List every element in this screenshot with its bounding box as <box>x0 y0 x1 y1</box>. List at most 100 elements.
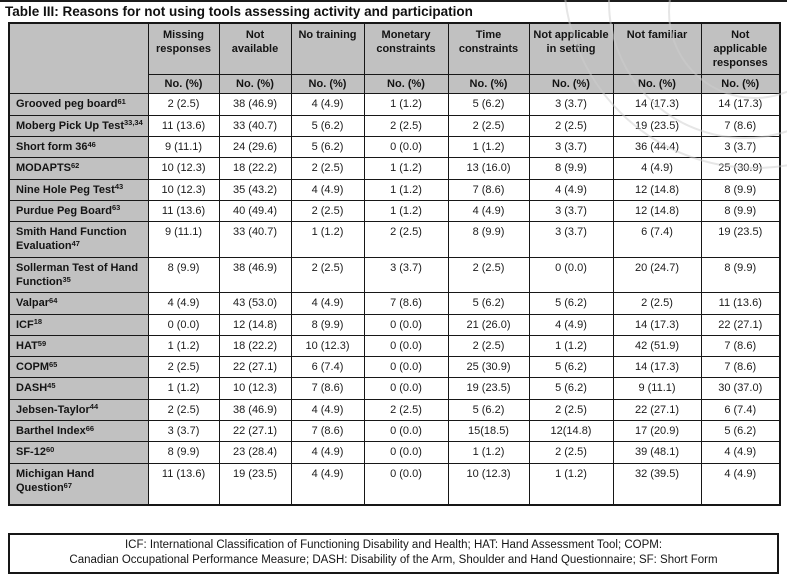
value-cell: 5 (6.2) <box>528 356 614 379</box>
value-cell: 11 (13.6) <box>147 199 220 223</box>
value-cell: 38 (46.9) <box>218 256 292 294</box>
value-cell: 4 (4.9) <box>147 292 220 315</box>
reference-superscript: 65 <box>49 359 58 369</box>
value-cell: 1 (1.2) <box>290 221 365 258</box>
value-cell: 24 (29.6) <box>218 135 292 159</box>
row-label: Jebsen-Taylor44 <box>8 398 149 422</box>
tool-name: Jebsen-Taylor <box>16 403 90 416</box>
reference-superscript: 46 <box>87 139 96 149</box>
row-label: Grooved peg board61 <box>8 93 149 116</box>
value-cell: 8 (9.9) <box>700 178 781 201</box>
value-cell: 0 (0.0) <box>363 377 449 400</box>
value-cell: 5 (6.2) <box>528 292 614 315</box>
value-cell: 3 (3.7) <box>147 420 220 443</box>
value-cell: 19 (23.5) <box>447 377 530 400</box>
value-cell: 9 (11.1) <box>612 377 702 400</box>
reference-superscript: 62 <box>71 160 80 170</box>
value-cell: 5 (6.2) <box>447 398 530 422</box>
table-row: Sollerman Test of Hand Function35 8 (9.9… <box>8 256 781 294</box>
value-cell: 0 (0.0) <box>363 135 449 159</box>
value-cell: 22 (27.1) <box>218 420 292 443</box>
value-cell: 5 (6.2) <box>290 135 365 159</box>
value-cell: 8 (9.9) <box>700 199 781 223</box>
value-cell: 19 (23.5) <box>612 114 702 137</box>
table-row: Nine Hole Peg Test43 10 (12.3) 35 (43.2)… <box>8 178 781 201</box>
value-cell: 8 (9.9) <box>700 256 781 294</box>
row-label: Purdue Peg Board63 <box>8 199 149 223</box>
value-cell: 40 (49.4) <box>218 199 292 223</box>
reference-superscript: 64 <box>49 295 58 305</box>
tool-name: DASH <box>16 382 48 395</box>
value-cell: 35 (43.2) <box>218 178 292 201</box>
footnote-line-2: Canadian Occupational Performance Measur… <box>69 553 718 566</box>
table-row: Michigan Hand Question67 11 (13.6) 19 (2… <box>8 462 781 506</box>
value-cell: 25 (30.9) <box>700 157 781 180</box>
value-cell: 0 (0.0) <box>363 420 449 443</box>
value-cell: 5 (6.2) <box>447 93 530 116</box>
column-header-missing-responses: Missing responses <box>147 22 220 76</box>
table-row: MODAPTS62 10 (12.3) 18 (22.2) 2 (2.5) 1 … <box>8 157 781 180</box>
column-header-time-constraints: Time constraints <box>447 22 530 76</box>
value-cell: 30 (37.0) <box>700 377 781 400</box>
row-label: Nine Hole Peg Test43 <box>8 178 149 201</box>
value-cell: 8 (9.9) <box>147 256 220 294</box>
column-header-not-applicable-responses: Not applicable responses <box>700 22 781 76</box>
reference-superscript: 59 <box>37 338 47 348</box>
tool-name: SF-12 <box>16 446 46 459</box>
value-cell: 22 (27.1) <box>612 398 702 422</box>
value-cell: 0 (0.0) <box>363 356 449 379</box>
value-cell: 3 (3.7) <box>528 135 614 159</box>
value-cell: 19 (23.5) <box>700 221 781 258</box>
column-header-not-available: Not available <box>218 22 292 76</box>
value-cell: 2 (2.5) <box>612 292 702 315</box>
value-cell: 2 (2.5) <box>447 334 530 358</box>
value-cell: 2 (2.5) <box>290 157 365 180</box>
footnote-line-1: ICF: International Classification of Fun… <box>124 539 663 551</box>
value-cell: 4 (4.9) <box>290 292 365 315</box>
footnote-box: ICF: International Classification of Fun… <box>8 533 779 574</box>
subheader-no-pct: No. (%) <box>363 74 449 95</box>
table-row: HAT59 1 (1.2) 18 (22.2) 10 (12.3) 0 (0.0… <box>8 334 781 358</box>
header-row-units: No. (%) No. (%) No. (%) No. (%) No. (%) … <box>9 74 781 95</box>
value-cell: 0 (0.0) <box>363 313 449 336</box>
value-cell: 10 (12.3) <box>218 377 292 400</box>
value-cell: 4 (4.9) <box>528 313 614 336</box>
value-cell: 22 (27.1) <box>700 313 781 336</box>
value-cell: 43 (53.0) <box>218 292 292 315</box>
tool-name: ICF <box>16 318 34 331</box>
value-cell: 12 (14.8) <box>612 178 702 201</box>
value-cell: 8 (9.9) <box>290 313 365 336</box>
subheader-no-pct: No. (%) <box>447 74 530 95</box>
tool-name: MODAPTS <box>16 162 71 175</box>
reference-superscript: 43 <box>114 182 124 192</box>
row-label: Smith Hand Function Evaluation47 <box>8 221 149 258</box>
value-cell: 2 (2.5) <box>147 93 220 116</box>
subheader-no-pct: No. (%) <box>147 74 220 95</box>
table-row: SF-1260 8 (9.9) 23 (28.4) 4 (4.9) 0 (0.0… <box>8 441 781 464</box>
tool-name: Valpar <box>16 297 50 310</box>
tool-name: Short form 36 <box>16 140 88 153</box>
value-cell: 11 (13.6) <box>700 292 781 315</box>
value-cell: 1 (1.2) <box>447 441 530 464</box>
value-cell: 4 (4.9) <box>700 462 781 506</box>
table-title: Table III: Reasons for not using tools a… <box>5 4 473 19</box>
reference-superscript: 44 <box>89 402 99 412</box>
value-cell: 1 (1.2) <box>147 334 220 358</box>
value-cell: 14 (17.3) <box>612 93 702 116</box>
value-cell: 3 (3.7) <box>528 199 614 223</box>
value-cell: 8 (9.9) <box>147 441 220 464</box>
row-label: Moberg Pick Up Test33,34 <box>8 114 149 137</box>
subheader-no-pct: No. (%) <box>528 74 614 95</box>
value-cell: 3 (3.7) <box>363 256 449 294</box>
value-cell: 4 (4.9) <box>612 157 702 180</box>
row-label: Barthel Index66 <box>8 420 149 443</box>
value-cell: 20 (24.7) <box>612 256 702 294</box>
value-cell: 0 (0.0) <box>363 462 449 506</box>
reference-superscript: 63 <box>111 203 121 213</box>
value-cell: 7 (8.6) <box>447 178 530 201</box>
value-cell: 25 (30.9) <box>447 356 530 379</box>
value-cell: 22 (27.1) <box>218 356 292 379</box>
value-cell: 11 (13.6) <box>147 462 220 506</box>
reference-superscript: 47 <box>71 239 80 249</box>
reference-superscript: 67 <box>63 480 73 490</box>
